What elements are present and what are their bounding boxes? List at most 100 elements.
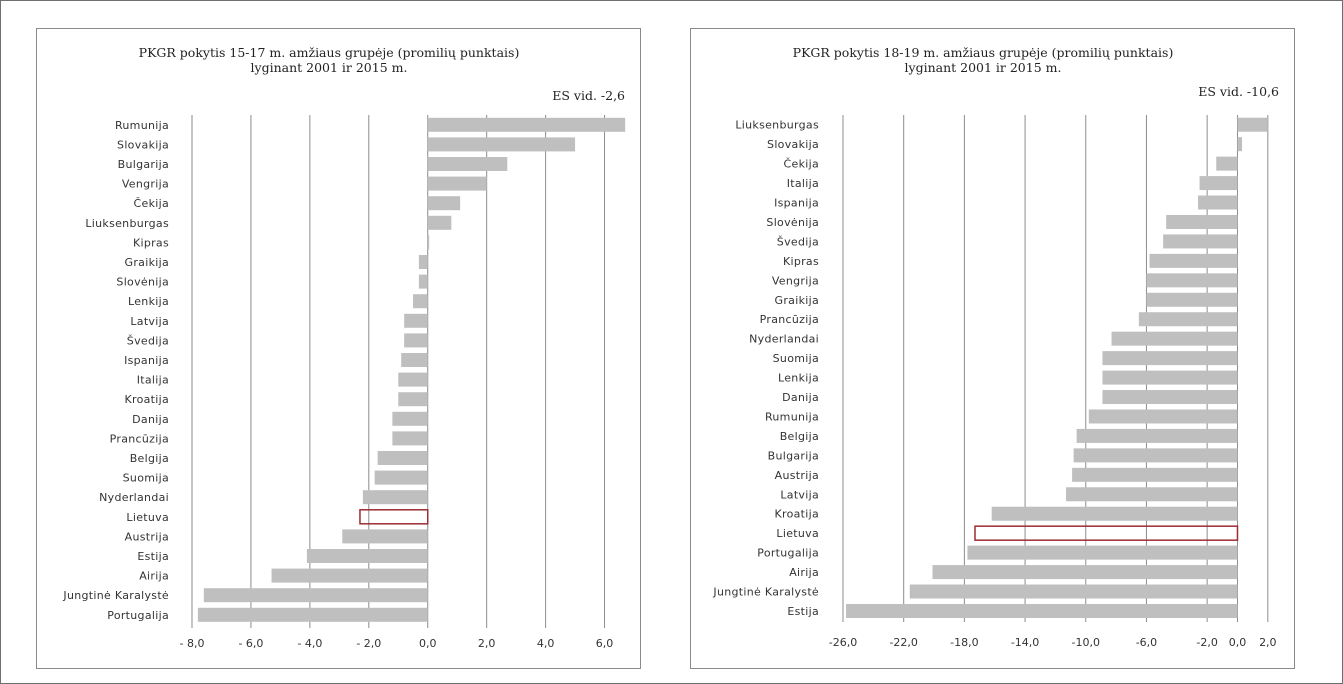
- category-label: Bulgarija: [768, 449, 819, 462]
- category-label: Portugalija: [107, 609, 169, 622]
- category-label: Lenkija: [128, 295, 169, 308]
- category-label: Nyderlandai: [99, 491, 169, 504]
- x-tick-label: - 6,0: [238, 637, 263, 650]
- x-tick-label: 2,0: [478, 637, 496, 650]
- bar: [991, 506, 1238, 521]
- category-label: Slovakija: [117, 138, 169, 151]
- category-label: Graikija: [125, 256, 169, 269]
- category-label: Danija: [782, 391, 819, 404]
- chart-title-line1: PKGR pokytis 15-17 m. amžiaus grupėje (p…: [139, 45, 520, 60]
- bar-highlighted: [974, 525, 1239, 541]
- category-label: Austrija: [775, 469, 819, 482]
- category-label: Latvija: [130, 315, 169, 328]
- bar: [427, 215, 452, 230]
- category-label: Suomija: [123, 472, 169, 485]
- category-label: Latvija: [780, 488, 819, 501]
- bar: [427, 196, 461, 211]
- category-label: Vengrija: [122, 178, 169, 191]
- category-label: Čekija: [784, 158, 819, 171]
- x-tick-label: 0,0: [1229, 636, 1247, 649]
- bar: [1138, 312, 1238, 327]
- category-label: Prancūzija: [760, 313, 819, 326]
- category-label: Slovėnija: [766, 216, 819, 229]
- bar: [1237, 117, 1268, 132]
- x-tick-label: 2,0: [1259, 636, 1277, 649]
- category-label: Lietuva: [126, 511, 169, 524]
- bar: [362, 490, 428, 505]
- bar: [1088, 409, 1238, 424]
- bar: [404, 313, 428, 328]
- x-tick-label: 0,0: [419, 637, 437, 650]
- x-tick-label: 4,0: [537, 637, 555, 650]
- bar: [1102, 390, 1238, 405]
- bar: [1111, 331, 1238, 346]
- x-tick-label: -2,0: [1196, 636, 1217, 649]
- bar: [413, 294, 428, 309]
- category-label: Suomija: [773, 352, 819, 365]
- bar: [1066, 487, 1238, 502]
- category-label: Prancūzija: [110, 432, 169, 445]
- bar: [427, 137, 576, 152]
- category-label: Austrija: [125, 530, 169, 543]
- chart-svg-left: PKGR pokytis 15-17 m. amžiaus grupėje (p…: [62, 45, 626, 650]
- chart-title-line1: PKGR pokytis 18-19 m. amžiaus grupėje (p…: [793, 45, 1174, 60]
- chart-title-line2: lyginant 2001 ir 2015 m.: [251, 60, 408, 75]
- category-label: Rumunija: [115, 119, 169, 132]
- bar: [1198, 195, 1238, 210]
- category-label: Belgija: [130, 452, 169, 465]
- x-tick-label: -14,0: [1011, 636, 1039, 649]
- bar: [1072, 467, 1238, 482]
- category-label: Rumunija: [765, 410, 819, 423]
- bar: [1237, 137, 1243, 152]
- category-label: Kipras: [783, 255, 819, 268]
- bar: [427, 117, 626, 132]
- category-label: Liuksenburgas: [735, 119, 819, 132]
- bar: [1146, 292, 1238, 307]
- category-label: Lietuva: [776, 527, 819, 540]
- bar: [398, 372, 428, 387]
- eu-average-label: ES vid. -10,6: [1198, 84, 1279, 99]
- category-label: Jungtinė Karalystė: [712, 586, 819, 599]
- bar: [1149, 253, 1238, 268]
- bar-highlighted: [359, 509, 429, 525]
- category-label: Portugalija: [757, 547, 819, 560]
- bar: [1076, 428, 1238, 443]
- category-label: Švedija: [777, 235, 819, 248]
- bar: [1163, 234, 1238, 249]
- category-label: Graikija: [775, 294, 819, 307]
- bar: [1102, 370, 1238, 385]
- bar: [1102, 351, 1238, 366]
- category-label: Airija: [139, 570, 169, 583]
- bar: [398, 392, 428, 407]
- bar: [427, 235, 430, 250]
- bar: [967, 545, 1238, 560]
- category-label: Italija: [137, 374, 169, 387]
- bar: [1166, 214, 1238, 229]
- chart-panel-right: PKGR pokytis 18-19 m. amžiaus grupėje (p…: [690, 28, 1295, 669]
- x-tick-label: -22,0: [889, 636, 917, 649]
- bar: [418, 274, 428, 289]
- category-label: Jungtinė Karalystė: [62, 589, 169, 602]
- x-tick-label: - 8,0: [180, 637, 205, 650]
- bar: [197, 607, 428, 622]
- category-label: Estija: [787, 605, 819, 618]
- category-label: Italija: [787, 177, 819, 190]
- category-label: Belgija: [780, 430, 819, 443]
- x-tick-label: -26,0: [829, 636, 857, 649]
- bar: [401, 353, 428, 367]
- category-label: Kroatija: [774, 508, 819, 521]
- category-label: Ispanija: [124, 354, 169, 367]
- bar: [909, 584, 1238, 599]
- x-tick-label: -18,0: [950, 636, 978, 649]
- bar: [1199, 176, 1238, 191]
- bar: [427, 157, 508, 171]
- bar: [271, 568, 428, 583]
- bar: [342, 529, 428, 544]
- category-label: Estija: [137, 550, 169, 563]
- category-label: Airija: [789, 566, 819, 579]
- x-tick-label: - 4,0: [297, 637, 322, 650]
- bar: [404, 333, 428, 348]
- category-label: Slovėnija: [116, 276, 169, 289]
- x-tick-label: -10,0: [1072, 636, 1100, 649]
- x-tick-label: 6,0: [596, 637, 614, 650]
